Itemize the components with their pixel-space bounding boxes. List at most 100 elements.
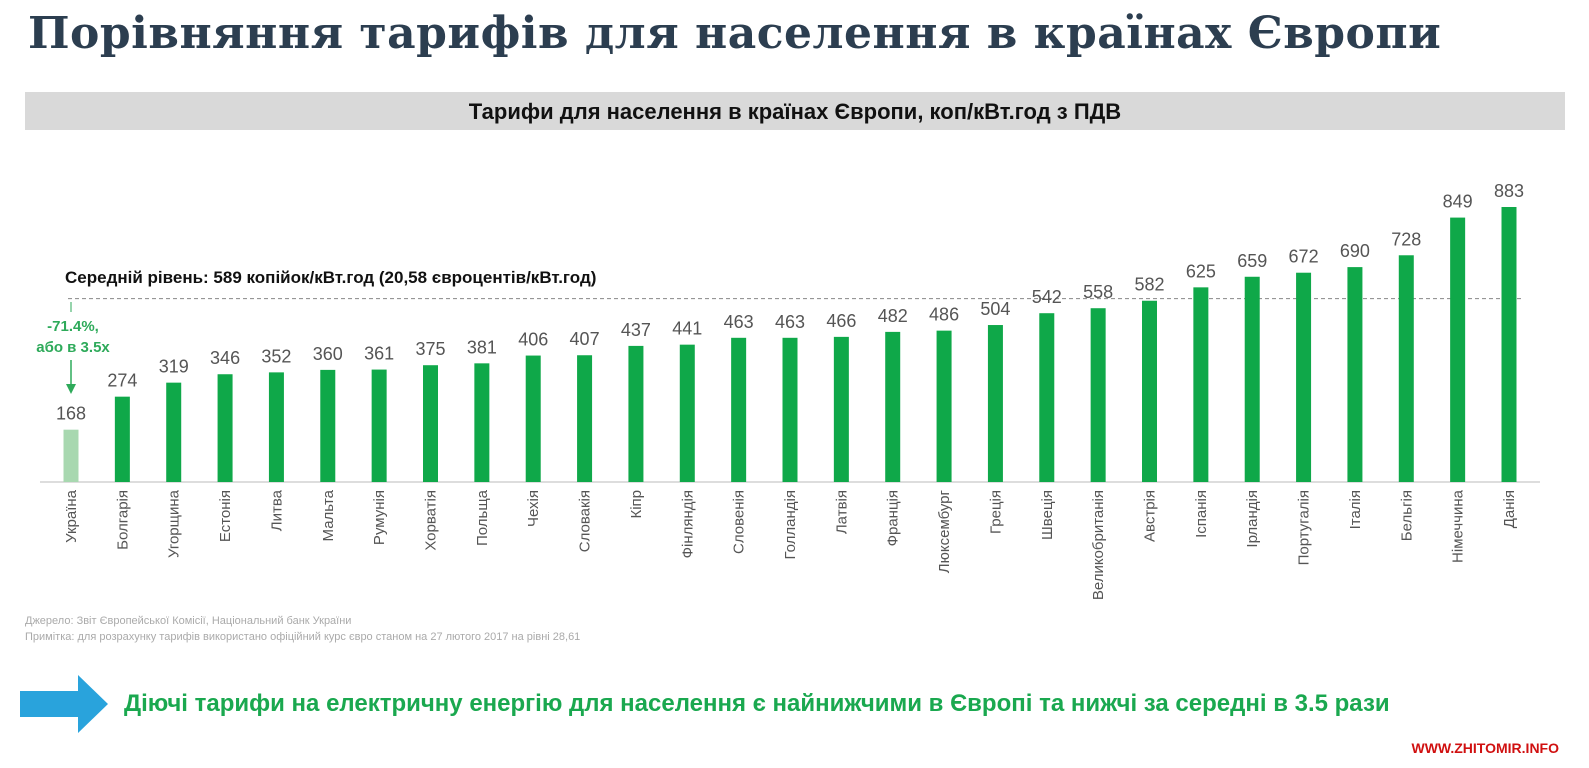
value-label: 319 (159, 357, 189, 377)
category-label: Литва (268, 489, 285, 531)
bar-28 (1501, 207, 1517, 482)
bar-18 (987, 325, 1003, 482)
value-label: 463 (724, 312, 754, 332)
category-label: Латвія (833, 490, 850, 534)
category-label: Франція (885, 490, 902, 546)
bar-0 (63, 429, 79, 482)
bar-27 (1450, 217, 1466, 482)
bar-14 (782, 337, 798, 482)
value-label: 728 (1391, 229, 1421, 249)
category-label: Кіпр (628, 490, 645, 519)
category-label: Фінляндія (679, 490, 696, 558)
value-label: 360 (313, 344, 343, 364)
value-label: 375 (415, 339, 445, 359)
bar-11 (628, 345, 644, 482)
value-label: 558 (1083, 282, 1113, 302)
bar-chart: 168 Україна 274 Болгарія 319 Угорщина 346 Естон… (40, 181, 1540, 600)
category-label: Італія (1347, 490, 1364, 529)
category-label: Австрія (1142, 490, 1159, 542)
bar-23 (1244, 276, 1260, 482)
value-label: 381 (467, 337, 497, 357)
value-label: 486 (929, 305, 959, 325)
category-label: Румунія (371, 490, 388, 545)
chart-title-band: Тарифи для населення в країнах Європи, к… (25, 92, 1565, 130)
value-label: 466 (826, 311, 856, 331)
category-label: Угорщина (166, 489, 183, 558)
conclusion-text: Діючі тарифи на електричну енергію для н… (124, 690, 1390, 717)
bar-26 (1398, 255, 1414, 482)
category-label: Україна (63, 489, 80, 543)
value-label: 625 (1186, 261, 1216, 281)
value-label: 463 (775, 312, 805, 332)
bar-1 (114, 396, 130, 482)
bar-19 (1039, 313, 1055, 482)
bar-22 (1193, 287, 1209, 482)
value-label: 542 (1032, 287, 1062, 307)
category-label: Голландія (782, 490, 799, 559)
value-label: 406 (518, 330, 548, 350)
category-label: Естонія (217, 490, 234, 542)
category-label: Словакія (577, 490, 594, 552)
bar-10 (577, 355, 593, 482)
bar-20 (1090, 308, 1106, 482)
value-label: 437 (621, 320, 651, 340)
value-label: 352 (261, 346, 291, 366)
bar-13 (731, 337, 747, 482)
category-label: Чехія (525, 490, 542, 527)
bar-3 (217, 374, 233, 482)
value-label: 361 (364, 344, 394, 364)
chart-title: Тарифи для населення в країнах Європи, к… (468, 99, 1122, 124)
value-label: 504 (980, 299, 1010, 319)
bar-4 (268, 372, 284, 482)
page-title: Порівняння тарифів для населення в країн… (28, 8, 1442, 59)
category-label: Словенія (731, 490, 748, 554)
value-label: 407 (570, 329, 600, 349)
value-label: 168 (56, 404, 86, 424)
category-label: Хорватія (423, 490, 440, 551)
category-label: Польща (474, 489, 491, 546)
bar-21 (1142, 300, 1157, 482)
bar-12 (679, 344, 695, 482)
bar-25 (1347, 267, 1363, 482)
value-label: 441 (672, 319, 702, 339)
category-label: Великобританія (1090, 490, 1107, 600)
bar-5 (320, 369, 336, 482)
category-label: Люксембург (936, 489, 953, 573)
average-label: Середній рівень: 589 копійок/кВт.год (20… (65, 268, 597, 287)
value-label: 482 (878, 306, 908, 326)
category-label: Греція (987, 490, 1004, 534)
bar-15 (833, 336, 849, 482)
category-label: Німеччина (1450, 489, 1467, 563)
value-label: 659 (1237, 251, 1267, 271)
annotation-line-2: або в 3.5х (36, 339, 110, 356)
category-label: Ірландія (1244, 490, 1261, 548)
value-label: 883 (1494, 181, 1524, 201)
value-label: 274 (107, 371, 137, 391)
ukraine-annotation: -71.4%, або в 3.5х (18, 316, 128, 358)
value-label: 690 (1340, 241, 1370, 261)
bar-24 (1296, 272, 1312, 482)
category-label: Швеція (1039, 490, 1056, 540)
value-label: 672 (1289, 247, 1319, 267)
arrow-right-icon (20, 675, 108, 733)
annotation-line-1: -71.4%, (47, 318, 99, 335)
bar-7 (423, 365, 438, 482)
value-label: 582 (1134, 275, 1164, 295)
category-label: Болгарія (114, 490, 131, 550)
category-label: Бельгія (1398, 490, 1415, 541)
bar-2 (166, 382, 182, 482)
value-label: 849 (1443, 192, 1473, 212)
bar-6 (371, 369, 387, 482)
bar-8 (474, 363, 490, 482)
category-label: Мальта (320, 489, 337, 541)
value-label: 346 (210, 348, 240, 368)
watermark: WWW.ZHITOMIR.INFO (1411, 740, 1559, 756)
footnote: Примітка: для розрахунку тарифів викорис… (25, 631, 581, 643)
bar-16 (885, 331, 901, 482)
category-label: Португалія (1296, 490, 1313, 565)
bar-9 (525, 355, 541, 482)
category-label: Данія (1501, 490, 1518, 528)
arrow-down-icon (66, 384, 76, 394)
source-note: Джерело: Звіт Європейської Комісії, Наці… (25, 615, 352, 627)
category-label: Іспанія (1193, 490, 1210, 538)
